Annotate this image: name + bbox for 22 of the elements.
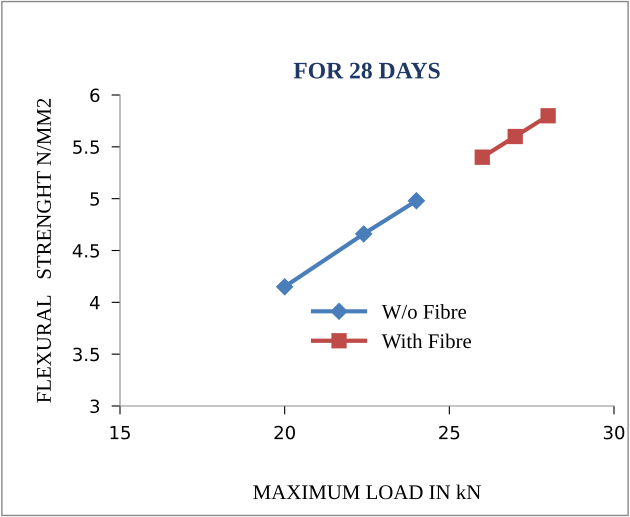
y-tick-label: 4.5 (72, 244, 99, 258)
point (508, 128, 523, 144)
point (355, 225, 372, 242)
point (408, 192, 425, 210)
x-tick-label: 15 (110, 426, 130, 440)
x-tick-label: 25 (439, 426, 460, 440)
y-tick-label: 5.5 (73, 140, 99, 154)
point (540, 108, 556, 124)
x-tick-label: 30 (604, 426, 624, 440)
x-tick-label: 20 (274, 426, 295, 440)
legend-label: W/o Fibre (382, 304, 466, 319)
y-tick-label: 5 (90, 192, 99, 206)
point (276, 278, 294, 296)
y-axis-title: FLEXURAL STRENGHT N/MM2 (36, 98, 51, 403)
y-tick-label: 6 (90, 88, 100, 102)
y-tick-label: 3 (90, 399, 100, 414)
y-tick-label: 4 (90, 296, 100, 310)
y-tick-label: 3.5 (73, 348, 99, 362)
point (474, 150, 490, 165)
legend-label: With Fibre (382, 334, 472, 348)
chart-title: FOR 28 DAYS (294, 62, 440, 79)
x-axis-title: MAXIMUM LOAD IN kN (253, 484, 481, 500)
